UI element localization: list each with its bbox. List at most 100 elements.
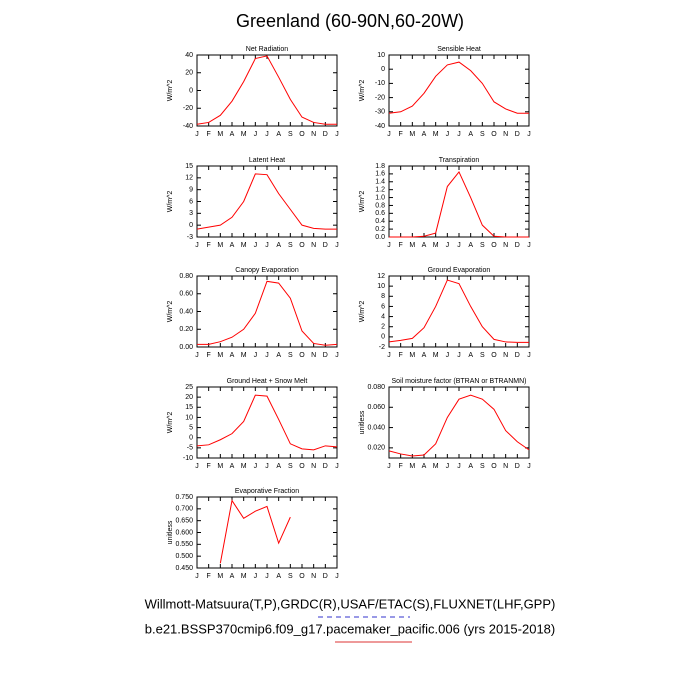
x-tick-label: M bbox=[433, 463, 439, 470]
panel-title: Ground Evaporation bbox=[428, 267, 491, 274]
x-tick-label: N bbox=[311, 463, 316, 470]
x-tick-label: N bbox=[311, 352, 316, 359]
panel-title: Sensible Heat bbox=[437, 46, 481, 53]
x-tick-label: S bbox=[480, 242, 485, 249]
x-tick-label: O bbox=[299, 352, 305, 359]
y-tick-label: 0.650 bbox=[175, 518, 193, 525]
x-tick-label: M bbox=[217, 352, 223, 359]
y-tick-label: 6 bbox=[381, 303, 385, 310]
x-tick-label: J bbox=[195, 242, 199, 249]
y-axis-label: unitless bbox=[167, 520, 174, 544]
x-tick-label: A bbox=[276, 463, 281, 470]
y-tick-label: 0.20 bbox=[179, 326, 193, 333]
x-tick-label: O bbox=[491, 352, 497, 359]
x-tick-label: M bbox=[433, 352, 439, 359]
footer-line: Willmott-Matsuura(T,P),GRDC(R),USAF/ETAC… bbox=[145, 596, 556, 611]
y-tick-label: 0 bbox=[381, 334, 385, 341]
x-tick-label: J bbox=[527, 463, 531, 470]
y-tick-label: -20 bbox=[183, 105, 193, 112]
x-tick-label: A bbox=[468, 463, 473, 470]
x-tick-label: J bbox=[387, 463, 391, 470]
plot-frame bbox=[388, 54, 530, 127]
y-tick-label: 4 bbox=[381, 313, 385, 320]
x-tick-label: F bbox=[207, 573, 211, 580]
x-tick-label: F bbox=[207, 242, 211, 249]
x-tick-label: J bbox=[527, 352, 531, 359]
x-tick-label: M bbox=[409, 242, 415, 249]
data-line bbox=[197, 280, 338, 346]
x-tick-label: S bbox=[288, 242, 293, 249]
x-tick-label: O bbox=[299, 131, 305, 138]
y-tick-label: 0 bbox=[189, 435, 193, 442]
x-tick-label: A bbox=[230, 573, 235, 580]
x-tick-label: D bbox=[515, 463, 520, 470]
y-tick-label: 12 bbox=[377, 273, 385, 280]
x-tick-label: J bbox=[457, 352, 461, 359]
x-tick-label: N bbox=[311, 573, 316, 580]
x-tick-label: J bbox=[195, 352, 199, 359]
data-line bbox=[196, 173, 337, 230]
x-tick-label: A bbox=[468, 131, 473, 138]
x-tick-label: J bbox=[195, 463, 199, 470]
y-tick-label: -10 bbox=[183, 455, 193, 462]
x-tick-label: D bbox=[515, 131, 520, 138]
x-tick-label: D bbox=[323, 131, 328, 138]
plot-frame bbox=[196, 54, 338, 127]
x-tick-label: J bbox=[254, 242, 258, 249]
x-tick-label: M bbox=[241, 131, 247, 138]
x-tick-label: J bbox=[335, 352, 339, 359]
x-tick-label: A bbox=[276, 352, 281, 359]
y-tick-label: 0.4 bbox=[375, 218, 385, 225]
x-tick-label: M bbox=[241, 573, 247, 580]
x-tick-label: S bbox=[288, 463, 293, 470]
x-tick-label: J bbox=[457, 463, 461, 470]
x-tick-label: A bbox=[276, 573, 281, 580]
x-tick-label: J bbox=[457, 131, 461, 138]
x-tick-label: O bbox=[299, 573, 305, 580]
y-tick-label: 0.080 bbox=[367, 384, 385, 391]
x-tick-label: J bbox=[265, 131, 269, 138]
x-tick-label: J bbox=[254, 352, 258, 359]
x-tick-label: D bbox=[323, 463, 328, 470]
y-tick-label: -5 bbox=[187, 445, 193, 452]
y-axis-label: W/m^2 bbox=[167, 412, 174, 434]
y-tick-label: 8 bbox=[381, 293, 385, 300]
plot-frame bbox=[196, 275, 338, 348]
x-tick-label: M bbox=[409, 463, 415, 470]
x-tick-label: J bbox=[387, 352, 391, 359]
x-tick-label: A bbox=[422, 242, 427, 249]
y-tick-label: -2 bbox=[379, 344, 385, 351]
y-tick-label: 0 bbox=[381, 66, 385, 73]
x-tick-label: F bbox=[399, 242, 403, 249]
y-tick-label: -10 bbox=[375, 80, 385, 87]
y-tick-label: -3 bbox=[187, 234, 193, 241]
x-tick-label: D bbox=[323, 352, 328, 359]
x-tick-label: A bbox=[422, 131, 427, 138]
data-line bbox=[219, 499, 291, 564]
y-tick-label: -40 bbox=[183, 123, 193, 130]
y-tick-label: 3 bbox=[189, 210, 193, 217]
data-line bbox=[196, 55, 337, 125]
x-tick-label: A bbox=[230, 242, 235, 249]
x-tick-label: J bbox=[335, 131, 339, 138]
x-tick-label: J bbox=[457, 242, 461, 249]
x-tick-label: J bbox=[254, 131, 258, 138]
y-axis-label: W/m^2 bbox=[359, 80, 366, 102]
x-tick-label: A bbox=[276, 131, 281, 138]
y-axis-label: W/m^2 bbox=[167, 301, 174, 323]
y-tick-label: 0.40 bbox=[179, 308, 193, 315]
figure-title: Greenland (60-90N,60-20W) bbox=[236, 11, 464, 31]
y-tick-label: -40 bbox=[375, 123, 385, 130]
x-tick-label: J bbox=[195, 131, 199, 138]
y-tick-label: 40 bbox=[185, 52, 193, 59]
x-tick-label: J bbox=[254, 573, 258, 580]
x-tick-label: J bbox=[335, 242, 339, 249]
y-tick-label: 1.0 bbox=[375, 194, 385, 201]
plot-frame bbox=[388, 165, 530, 238]
y-tick-label: 0.750 bbox=[175, 494, 193, 501]
y-tick-label: 10 bbox=[185, 414, 193, 421]
x-tick-label: N bbox=[311, 131, 316, 138]
x-tick-label: S bbox=[288, 131, 293, 138]
x-tick-label: F bbox=[207, 131, 211, 138]
y-axis-label: W/m^2 bbox=[167, 80, 174, 102]
